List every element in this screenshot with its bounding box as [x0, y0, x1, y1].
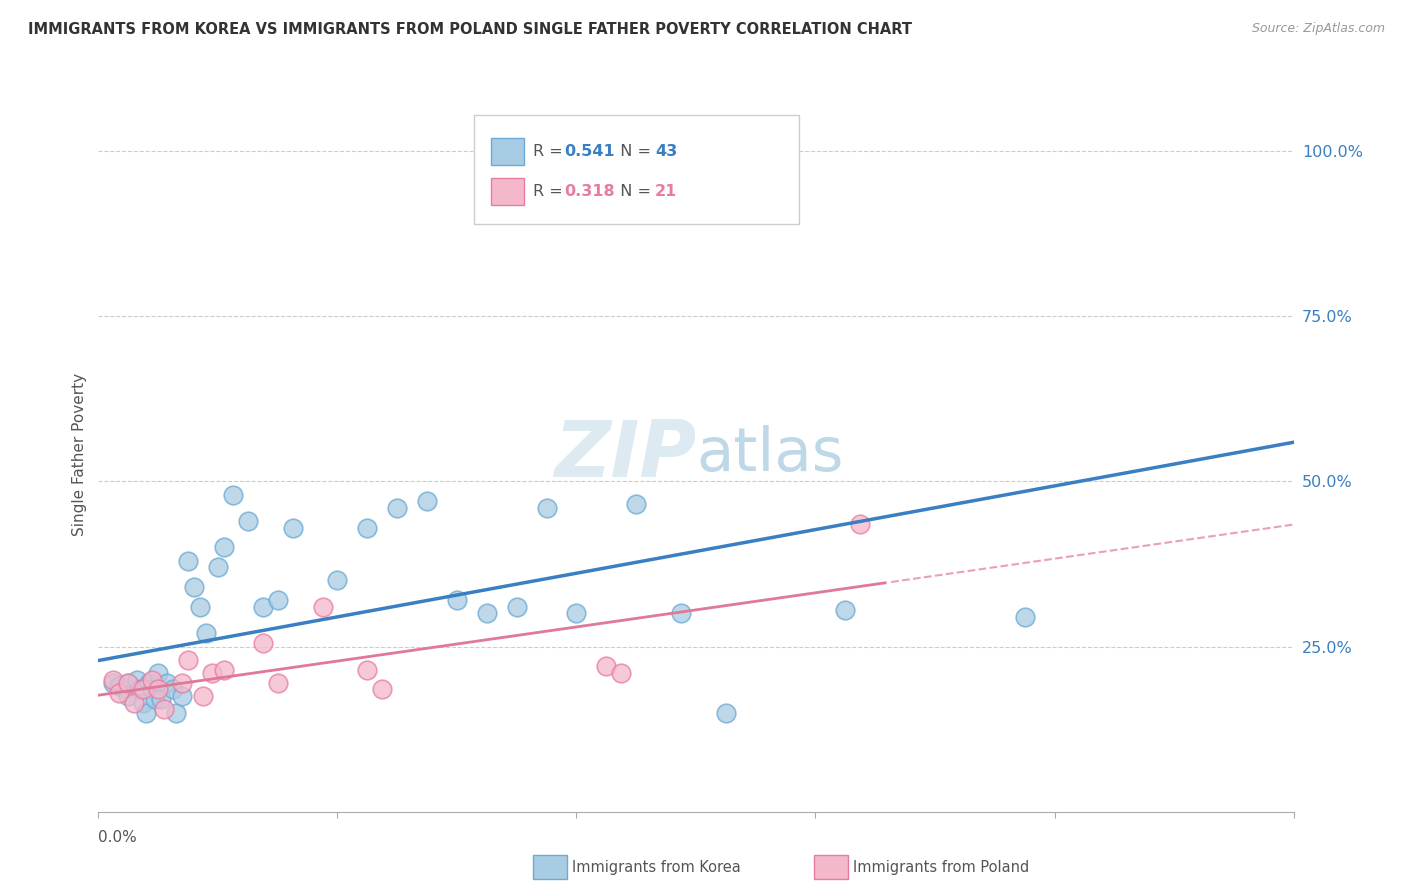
Point	[172, 676, 194, 690]
Text: IMMIGRANTS FROM KOREA VS IMMIGRANTS FROM POLAND SINGLE FATHER POVERTY CORRELATIO: IMMIGRANTS FROM KOREA VS IMMIGRANTS FROM…	[28, 22, 912, 37]
Point	[143, 692, 166, 706]
Point	[162, 682, 184, 697]
Point	[124, 696, 146, 710]
Point	[132, 696, 155, 710]
Point	[565, 607, 588, 621]
Point	[267, 676, 290, 690]
Point	[506, 599, 529, 614]
Point	[356, 520, 378, 534]
Text: N =: N =	[610, 144, 657, 159]
Point	[536, 500, 558, 515]
Text: 21: 21	[655, 184, 678, 199]
Point	[281, 520, 304, 534]
Point	[103, 673, 125, 687]
Point	[834, 603, 856, 617]
Point	[191, 689, 214, 703]
Text: Immigrants from Poland: Immigrants from Poland	[853, 860, 1029, 874]
Point	[201, 665, 224, 680]
Point	[127, 673, 149, 687]
Point	[267, 593, 290, 607]
Text: atlas: atlas	[696, 425, 844, 484]
Point	[117, 689, 139, 703]
Point	[595, 659, 617, 673]
Point	[326, 574, 349, 588]
Point	[849, 517, 872, 532]
Point	[252, 599, 274, 614]
Point	[669, 607, 692, 621]
Text: 0.541: 0.541	[564, 144, 614, 159]
Point	[446, 593, 468, 607]
Text: R =: R =	[533, 184, 568, 199]
Point	[416, 494, 439, 508]
Point	[135, 706, 157, 720]
Point	[172, 689, 194, 703]
Text: Source: ZipAtlas.com: Source: ZipAtlas.com	[1251, 22, 1385, 36]
Text: 43: 43	[655, 144, 678, 159]
Point	[222, 487, 245, 501]
Point	[188, 599, 211, 614]
Text: N =: N =	[610, 184, 657, 199]
Point	[475, 607, 498, 621]
Point	[114, 682, 136, 697]
Point	[150, 692, 173, 706]
Text: Immigrants from Korea: Immigrants from Korea	[572, 860, 741, 874]
Point	[177, 653, 200, 667]
Point	[177, 554, 200, 568]
Point	[212, 663, 235, 677]
Point	[207, 560, 229, 574]
Point	[714, 706, 737, 720]
Point	[138, 676, 160, 690]
Point	[371, 682, 394, 697]
Point	[610, 665, 633, 680]
Point	[194, 626, 218, 640]
Point	[356, 663, 378, 677]
Point	[103, 676, 125, 690]
Point	[212, 541, 235, 555]
Point	[236, 514, 259, 528]
Y-axis label: Single Father Poverty: Single Father Poverty	[72, 374, 87, 536]
Point	[153, 702, 176, 716]
Point	[148, 665, 170, 680]
Point	[385, 500, 409, 515]
Point	[108, 686, 131, 700]
Point	[165, 706, 187, 720]
Point	[108, 679, 131, 693]
Point	[183, 580, 205, 594]
Point	[117, 676, 139, 690]
Point	[156, 676, 179, 690]
Text: R =: R =	[533, 144, 568, 159]
Point	[117, 676, 139, 690]
Point	[129, 682, 152, 697]
Point	[1014, 609, 1036, 624]
Point	[132, 682, 155, 697]
Point	[624, 498, 647, 512]
Point	[141, 682, 163, 697]
Point	[148, 682, 170, 697]
Text: 0.318: 0.318	[564, 184, 614, 199]
Point	[311, 599, 333, 614]
Point	[252, 636, 274, 650]
Text: 0.0%: 0.0%	[98, 830, 138, 845]
Point	[141, 673, 163, 687]
Text: ZIP: ZIP	[554, 417, 696, 493]
